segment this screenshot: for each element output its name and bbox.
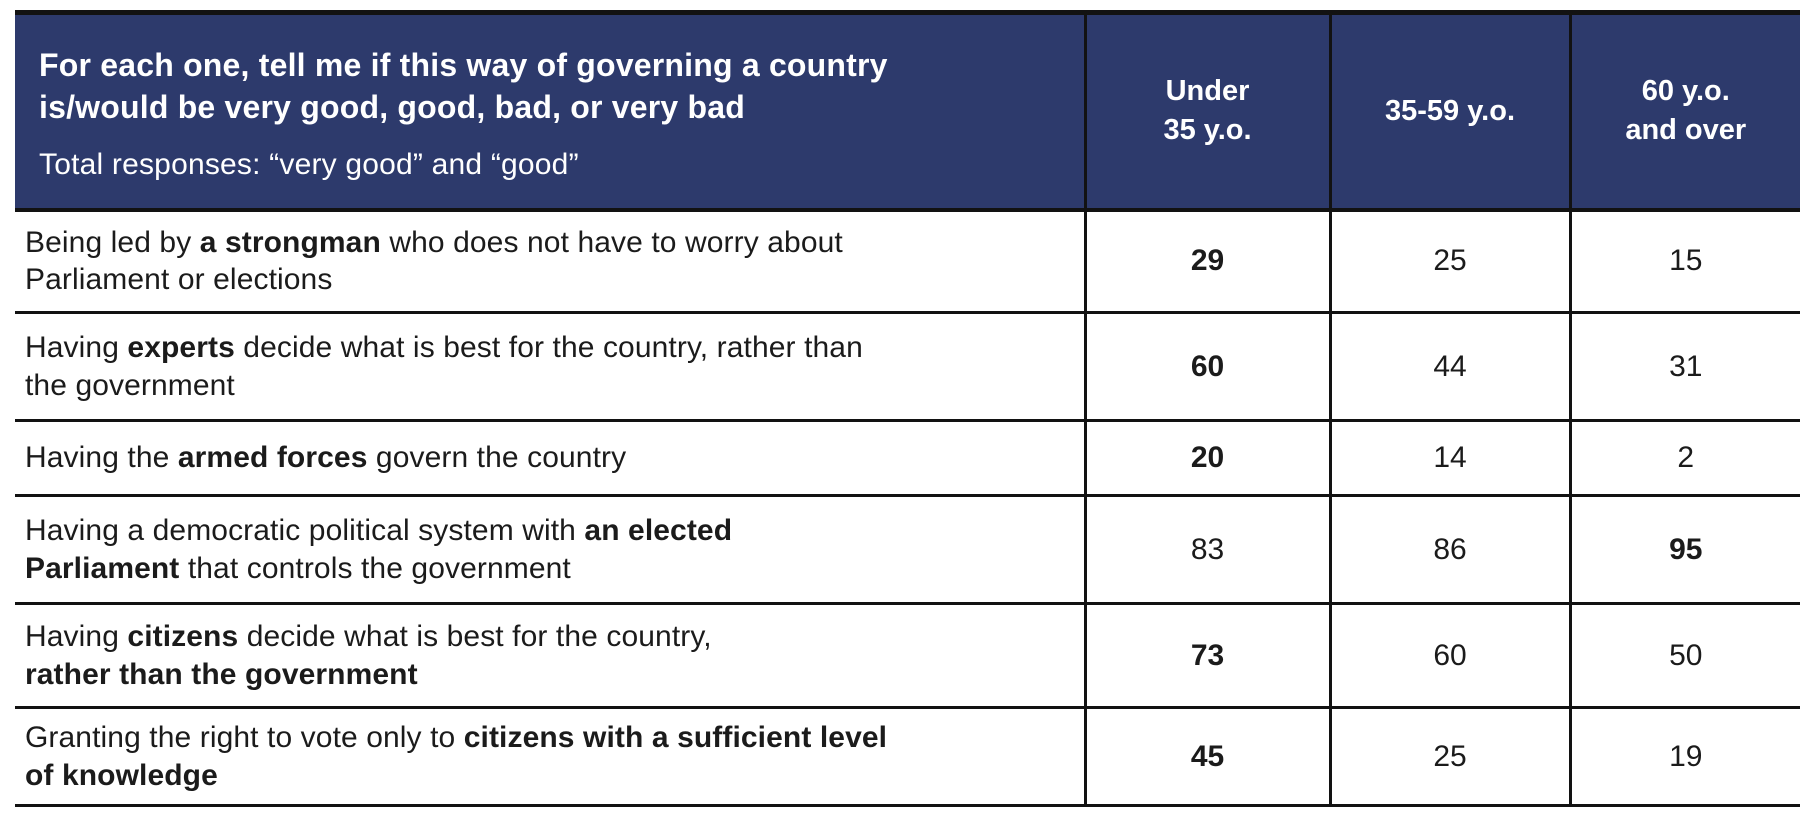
question-header-cell: For each one, tell me if this way of gov… bbox=[15, 10, 1085, 212]
question-text: Having the bbox=[25, 441, 178, 475]
question-text: decide what is best for the country, rat… bbox=[234, 331, 863, 364]
row-value: 73 bbox=[1083, 603, 1330, 709]
column-header-35-59: 35-59 y.o. bbox=[1328, 10, 1570, 212]
survey-table-container: For each one, tell me if this way of gov… bbox=[15, 10, 1800, 807]
row-value: 31 bbox=[1568, 312, 1800, 422]
row-value: 45 bbox=[1083, 707, 1330, 807]
question-text-emphasis: rather than the government bbox=[25, 657, 418, 691]
row-value: 44 bbox=[1328, 312, 1570, 422]
question-text-emphasis: a strongman bbox=[199, 225, 381, 259]
column-header-60-over: 60 y.o. and over bbox=[1568, 10, 1800, 212]
question-text-emphasis: armed forces bbox=[177, 441, 368, 475]
question-text: govern the country bbox=[367, 441, 627, 475]
table-row: Having a democratic political system wit… bbox=[15, 495, 1800, 605]
row-question: Having citizens decide what is best for … bbox=[15, 603, 1085, 709]
question-text-emphasis: Parliament bbox=[25, 551, 180, 585]
question-text: Having a democratic political system wit… bbox=[25, 514, 585, 547]
row-question: Having the armed forces govern the count… bbox=[15, 420, 1085, 497]
row-value: 29 bbox=[1083, 209, 1330, 314]
column-header-under-35: Under 35 y.o. bbox=[1083, 10, 1330, 212]
question-text-emphasis: an elected bbox=[584, 514, 733, 547]
row-question: Having experts decide what is best for t… bbox=[15, 312, 1085, 422]
row-value: 15 bbox=[1568, 209, 1800, 314]
question-text: who does not have to worry about bbox=[380, 225, 843, 259]
table-body: Being led by a strongman who does not ha… bbox=[15, 209, 1800, 807]
header-row: For each one, tell me if this way of gov… bbox=[15, 10, 1800, 212]
row-question: Granting the right to vote only to citiz… bbox=[15, 707, 1085, 807]
question-text: that controls the government bbox=[179, 551, 571, 585]
question-text: Granting the right to vote only to bbox=[25, 721, 464, 754]
table-row: Having the armed forces govern the count… bbox=[15, 420, 1800, 497]
row-value: 95 bbox=[1568, 495, 1800, 605]
table-row: Having experts decide what is best for t… bbox=[15, 312, 1800, 422]
row-value: 86 bbox=[1328, 495, 1570, 605]
table-row: Granting the right to vote only to citiz… bbox=[15, 707, 1800, 807]
row-value: 20 bbox=[1083, 420, 1330, 497]
row-value: 60 bbox=[1083, 312, 1330, 422]
question-text: the government bbox=[25, 368, 235, 402]
row-value: 50 bbox=[1568, 603, 1800, 709]
row-value: 25 bbox=[1328, 707, 1570, 807]
table-header: For each one, tell me if this way of gov… bbox=[15, 10, 1800, 212]
question-text-emphasis: citizens bbox=[127, 620, 239, 653]
question-text-emphasis: citizens with a sufficient level bbox=[463, 721, 888, 754]
survey-table: For each one, tell me if this way of gov… bbox=[15, 10, 1800, 807]
table-row: Being led by a strongman who does not ha… bbox=[15, 209, 1800, 314]
row-value: 83 bbox=[1083, 495, 1330, 605]
question-text: decide what is best for the country, bbox=[238, 620, 712, 653]
question-text: Being led by bbox=[25, 225, 200, 259]
question-text-emphasis: experts bbox=[127, 331, 235, 364]
question-title: For each one, tell me if this way of gov… bbox=[39, 47, 888, 126]
row-value: 2 bbox=[1568, 420, 1800, 497]
row-question: Having a democratic political system wit… bbox=[15, 495, 1085, 605]
row-question: Being led by a strongman who does not ha… bbox=[15, 209, 1085, 314]
question-text: Having bbox=[25, 331, 128, 364]
row-value: 14 bbox=[1328, 420, 1570, 497]
question-text: Having bbox=[25, 620, 128, 653]
row-value: 25 bbox=[1328, 209, 1570, 314]
question-text-emphasis: of knowledge bbox=[25, 758, 218, 792]
table-row: Having citizens decide what is best for … bbox=[15, 603, 1800, 709]
row-value: 19 bbox=[1568, 707, 1800, 807]
question-text: Parliament or elections bbox=[25, 263, 333, 297]
row-value: 60 bbox=[1328, 603, 1570, 709]
question-subtitle: Total responses: “very good” and “good” bbox=[39, 148, 579, 182]
